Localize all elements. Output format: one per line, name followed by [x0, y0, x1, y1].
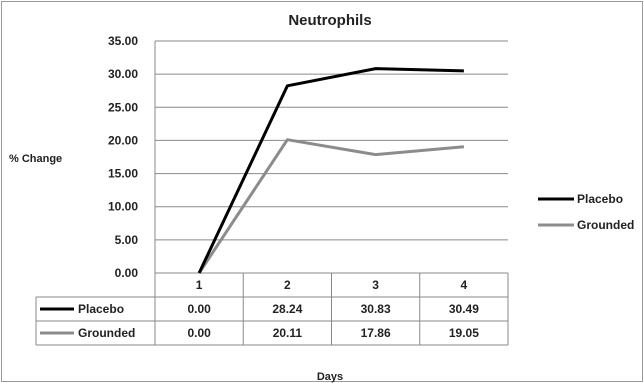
- y-axis-label: % Change: [9, 153, 62, 165]
- y-tick-label: 25.00: [108, 100, 138, 114]
- table-series-name: Grounded: [78, 326, 135, 340]
- y-tick-label: 0.00: [115, 266, 139, 280]
- y-tick-label: 15.00: [108, 167, 138, 181]
- data-label: 0.00: [187, 302, 211, 316]
- data-label: 30.83: [361, 302, 391, 316]
- x-axis-label: Days: [317, 371, 343, 383]
- series-lines: [197, 67, 465, 274]
- y-tick-labels: 0.00 5.00 10.00 15.00 20.00 25.00 30.00 35.00: [108, 34, 138, 280]
- legend-label: Grounded: [577, 218, 634, 232]
- y-tick-label: 5.00: [115, 233, 139, 247]
- y-tick-label: 20.00: [108, 133, 138, 147]
- x-tick-label: 1: [196, 278, 203, 292]
- chart-title: Neutrophils: [288, 12, 371, 29]
- data-label: 17.86: [361, 326, 391, 340]
- data-label: 0.00: [187, 326, 211, 340]
- y-tick-label: 10.00: [108, 200, 138, 214]
- data-table: 1 2 3 4 Placebo 0.00 28.24 30.83 30.49 Grounded 0.…: [35, 272, 509, 346]
- data-label: 30.49: [449, 302, 479, 316]
- series-line-placebo: [197, 67, 464, 274]
- data-label: 20.11: [273, 326, 303, 340]
- legend: Placebo Grounded: [538, 192, 634, 232]
- table-series-name: Placebo: [78, 302, 124, 316]
- x-tick-label: 4: [461, 278, 468, 292]
- legend-label: Placebo: [577, 192, 623, 206]
- x-tick-label: 3: [372, 278, 379, 292]
- series-line-grounded: [197, 138, 465, 274]
- y-tick-label: 35.00: [108, 34, 138, 48]
- y-tick-label: 30.00: [108, 67, 138, 81]
- x-tick-label: 2: [284, 278, 291, 292]
- data-label: 19.05: [449, 326, 479, 340]
- data-label: 28.24: [272, 302, 302, 316]
